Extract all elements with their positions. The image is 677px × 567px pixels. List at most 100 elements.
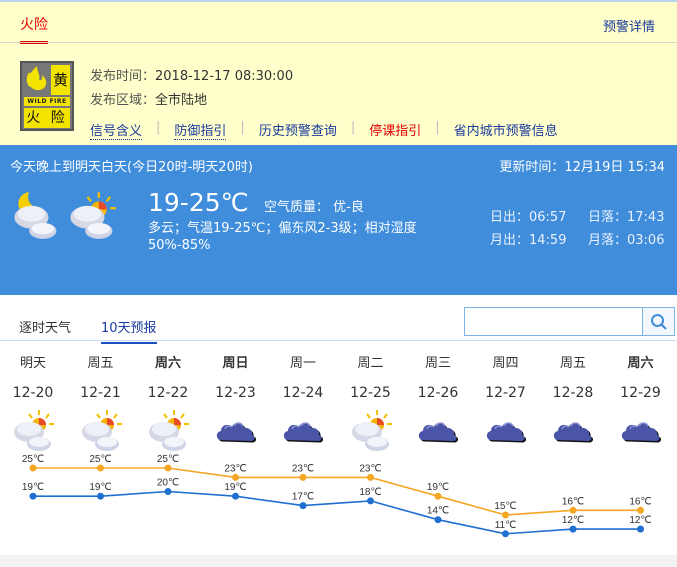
low-temp-label: 17℃ xyxy=(292,492,314,503)
update-time: 更新时间：12月19日 15:34 xyxy=(499,160,665,175)
forecast-tabs: 逐时天气 10天预报 xyxy=(0,295,677,344)
low-temp-point xyxy=(232,492,239,500)
sunrise: 日出：06:57 xyxy=(490,210,567,225)
high-temp-point xyxy=(164,464,172,472)
badge-name: 火 险 xyxy=(24,108,70,128)
high-temp-line xyxy=(33,467,641,516)
forecast-day: 明天 12-20 xyxy=(0,350,67,451)
high-temp-label: 16℃ xyxy=(562,496,584,507)
separator: | xyxy=(350,120,356,135)
publish-area: 发布区域：全市陆地 xyxy=(90,93,208,108)
high-temp-point xyxy=(232,473,239,481)
cloudy-icon xyxy=(405,408,472,448)
date: 12-28 xyxy=(552,385,594,401)
temperature-chart: 25℃ 25℃ 25℃ 23℃ 23℃ 23℃ 19℃ 15℃ 16℃ 16℃ 19℃ 19℃ 20℃ 1… xyxy=(22,454,652,538)
cloudy-icon xyxy=(270,408,337,448)
low-temp-point xyxy=(299,502,307,510)
warning-detail-link[interactable]: 预警详情 xyxy=(602,20,655,35)
low-temp-label: 19℃ xyxy=(89,482,111,493)
low-temp-point xyxy=(569,525,577,533)
high-temp-label: 25℃ xyxy=(22,454,44,465)
forecast-day: 周三 12-26 xyxy=(405,350,472,448)
search-button[interactable] xyxy=(642,308,674,335)
low-temp-label: 11℃ xyxy=(495,520,517,531)
high-temp-point xyxy=(569,506,577,514)
flame-icon xyxy=(22,63,53,96)
low-temp-label: 18℃ xyxy=(359,487,381,498)
date: 12-29 xyxy=(620,385,661,401)
tab-fire-risk[interactable]: 火险 xyxy=(20,14,48,44)
link-signal-meaning[interactable]: 信号含义 xyxy=(90,120,143,140)
partly-cloudy-icon xyxy=(67,408,134,451)
high-temp-label: 19℃ xyxy=(427,482,449,493)
partly-cloudy-icon xyxy=(135,408,202,451)
forecast-period: 今天晚上到明天白天(今日20时-明天20时) xyxy=(10,160,253,175)
low-temp-point xyxy=(29,492,37,500)
low-temp-point xyxy=(367,497,374,505)
link-class-suspension[interactable]: 停课指引 xyxy=(369,124,422,139)
weekday: 周六 xyxy=(627,356,654,371)
link-history[interactable]: 历史预警查询 xyxy=(258,124,337,139)
air-quality: 空气质量： 优-良 xyxy=(264,200,364,215)
high-temp-label: 15℃ xyxy=(494,501,516,512)
weekday: 周五 xyxy=(87,356,114,371)
forecast-day: 周五 12-21 xyxy=(67,350,134,451)
high-temp-label: 25℃ xyxy=(157,454,179,465)
date: 12-21 xyxy=(80,385,121,401)
publish-time: 发布时间：2018-12-17 08:30:00 xyxy=(90,69,294,84)
forecast-day: 周一 12-24 xyxy=(270,350,337,448)
current-weather-panel: 今天晚上到明天白天(今日20时-明天20时) 更新时间：12月19日 15:34… xyxy=(0,145,677,295)
moonset: 月落：03:06 xyxy=(588,233,665,248)
high-temp-point xyxy=(29,464,37,472)
warning-links: 信号含义 | 防御指引 | 历史预警查询 | 停课指引 | 省内城市预警信息 xyxy=(90,120,558,140)
low-temp-point xyxy=(434,516,442,524)
low-temp-label: 12℃ xyxy=(562,515,584,526)
forecast-day: 周四 12-27 xyxy=(472,350,539,448)
date: 12-24 xyxy=(282,385,324,401)
weekday: 周三 xyxy=(424,356,451,371)
warning-panel: 火险 预警详情 黄 WILD FIRE 火 险 发布时间：2018-12-17 … xyxy=(0,0,677,145)
tab-10day[interactable]: 10天预报 xyxy=(101,317,157,344)
temperature-range: 19-25℃ xyxy=(148,188,249,217)
date: 12-25 xyxy=(350,385,391,401)
date: 12-22 xyxy=(147,385,189,401)
high-temp-point xyxy=(367,473,374,481)
fire-warning-badge: 黄 WILD FIRE 火 险 xyxy=(20,61,74,131)
search-input[interactable] xyxy=(465,308,642,335)
date: 12-20 xyxy=(12,385,54,401)
weekday: 周日 xyxy=(222,356,249,371)
low-temp-point xyxy=(637,525,644,533)
divider xyxy=(0,42,677,43)
date: 12-26 xyxy=(417,385,459,401)
partly-cloudy-icon xyxy=(337,408,404,451)
cloudy-icon xyxy=(540,408,607,448)
high-temp-label: 23℃ xyxy=(224,463,246,474)
weekday: 周五 xyxy=(559,356,586,371)
partly-cloudy-icon xyxy=(64,190,120,244)
separator: | xyxy=(240,120,245,135)
weekday: 周六 xyxy=(154,356,181,371)
low-temp-label: 14℃ xyxy=(427,506,449,517)
night-partly-cloudy-icon xyxy=(8,190,64,244)
high-temp-label: 16℃ xyxy=(629,496,651,507)
low-temp-label: 12℃ xyxy=(629,515,651,526)
city-search xyxy=(464,307,675,336)
search-icon xyxy=(650,313,667,330)
high-temp-label: 23℃ xyxy=(292,463,314,474)
forecast-day: 周六 12-29 xyxy=(607,350,674,448)
link-province-warnings[interactable]: 省内城市预警信息 xyxy=(453,124,558,139)
weekday: 周一 xyxy=(289,356,316,371)
badge-en: WILD FIRE xyxy=(24,97,70,106)
high-temp-point xyxy=(637,506,644,514)
date: 12-23 xyxy=(215,385,256,401)
low-temp-point xyxy=(164,488,172,495)
link-defense-guide[interactable]: 防御指引 xyxy=(174,120,227,140)
tab-hourly[interactable]: 逐时天气 xyxy=(19,321,72,336)
low-temp-label: 20℃ xyxy=(157,478,179,489)
high-temp-point xyxy=(97,464,104,472)
forecast-day: 周日 12-23 xyxy=(202,350,269,448)
forecast-day: 周二 12-25 xyxy=(337,350,404,451)
low-temp-label: 19℃ xyxy=(224,482,246,493)
moonrise: 月出：14:59 xyxy=(490,233,567,248)
cloudy-icon xyxy=(472,408,539,448)
